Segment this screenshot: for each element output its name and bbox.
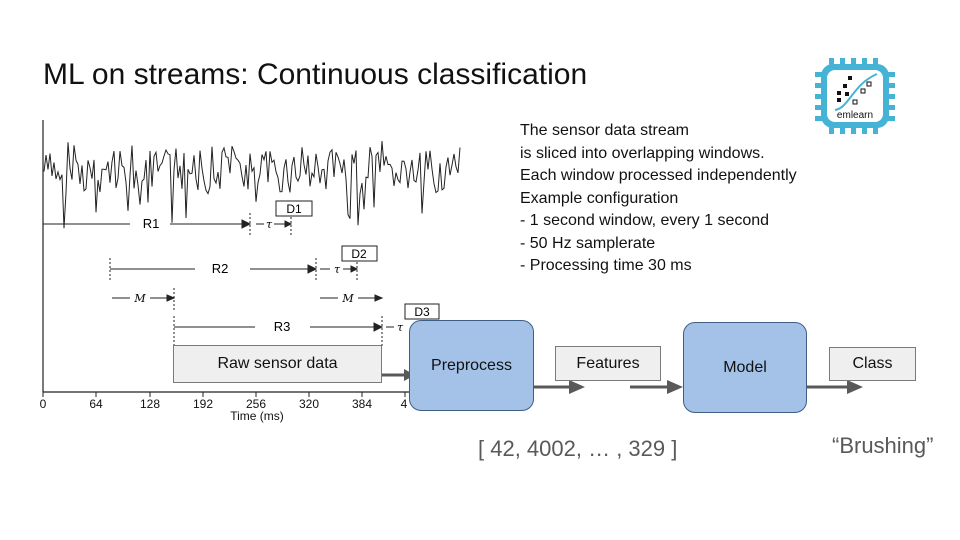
window-label-r3: R3 <box>274 319 291 334</box>
description-line: - Processing time 30 ms <box>520 257 692 274</box>
class-box: Class <box>829 347 916 381</box>
description-line: - 50 Hz samplerate <box>520 234 656 252</box>
class-label-example: “Brushing” <box>832 433 934 458</box>
delay-label-d2: D2 <box>351 247 367 261</box>
logo-text: emlearn <box>837 110 873 121</box>
description-line: - 1 second window, every 1 second <box>520 212 770 229</box>
description-text: The sensor data stream is sliced into ov… <box>520 120 797 278</box>
window-label-r1: R1 <box>143 216 160 231</box>
tau-label: τ <box>266 218 273 231</box>
feature-vector-example: [ 42, 4002, … , 329 ] <box>478 436 678 461</box>
x-axis-label: Time (ms) <box>230 409 284 423</box>
tau-label: τ <box>334 263 341 276</box>
description-line: Each window processed independently <box>520 167 797 184</box>
tau-label: τ <box>397 321 404 334</box>
delay-label-d3: D3 <box>414 305 430 319</box>
x-tick-label: 384 <box>352 397 372 411</box>
model-box: Model <box>683 322 807 413</box>
x-tick-label: 128 <box>140 397 160 411</box>
x-tick-label: 192 <box>193 397 213 411</box>
x-tick-label: 4 <box>401 397 408 411</box>
x-tick-label: 256 <box>246 397 266 411</box>
description-line: The sensor data stream <box>520 122 689 139</box>
description-line: is sliced into overlapping windows. <box>520 144 765 162</box>
m-label: M <box>133 292 146 305</box>
x-tick-label: 0 <box>40 397 47 411</box>
slide-title: ML on streams: Continuous classification <box>43 58 588 91</box>
x-tick-label: 64 <box>89 397 103 411</box>
emlearn-chip-logo-icon: emlearn <box>815 58 895 134</box>
m-label: M <box>341 292 354 305</box>
preprocess-box: Preprocess <box>409 320 534 411</box>
sensor-signal-trace <box>43 141 461 229</box>
x-tick-label: 320 <box>299 397 319 411</box>
description-line: Example configuration <box>520 189 679 207</box>
raw-sensor-data-box: Raw sensor data <box>173 345 382 383</box>
delay-label-d1: D1 <box>286 202 302 216</box>
window-label-r2: R2 <box>212 261 229 276</box>
features-box: Features <box>555 346 661 381</box>
